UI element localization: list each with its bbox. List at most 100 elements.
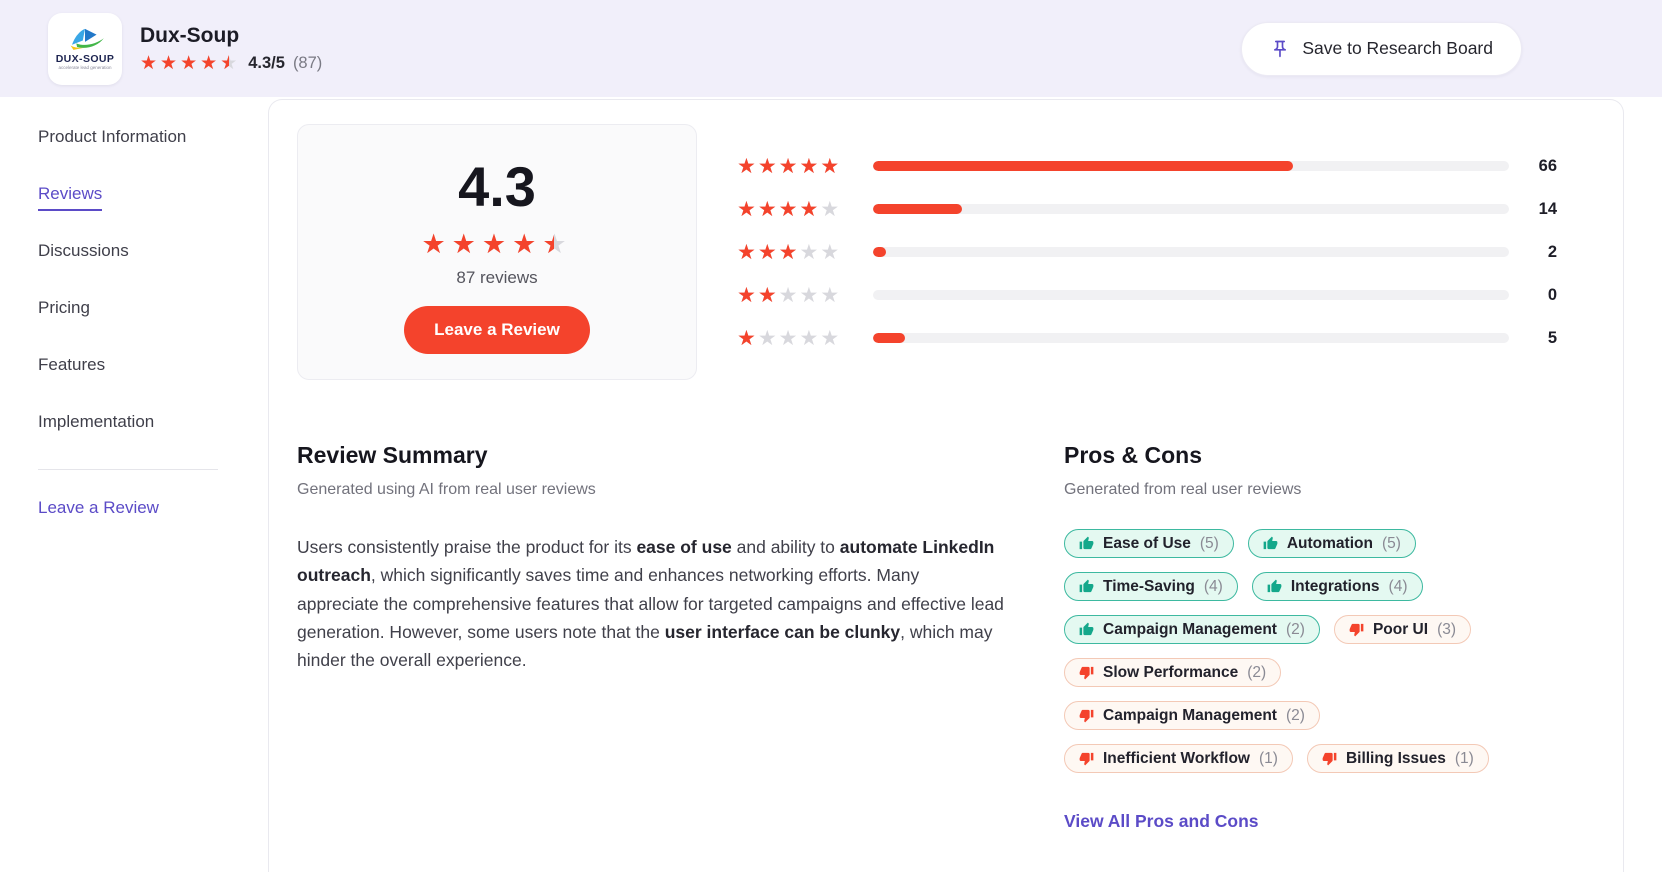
review-summary-text: Users consistently praise the product fo… bbox=[297, 537, 1004, 671]
dux-soup-bird-icon bbox=[70, 28, 104, 50]
tag-count: (4) bbox=[1203, 577, 1223, 595]
save-to-research-board-button[interactable]: Save to Research Board bbox=[1241, 21, 1522, 76]
pros-cons-subtitle: Generated from real user reviews bbox=[1064, 481, 1302, 498]
tag-label: Slow Performance bbox=[1103, 663, 1239, 681]
con-tag-campaign-management[interactable]: Campaign Management (2) bbox=[1064, 701, 1320, 730]
rating-distribution: ★★★★★★★★★★66★★★★★★★★★★14★★★★★★★★★★2★★★★★… bbox=[737, 153, 1595, 380]
star-icon: ★★ bbox=[451, 229, 476, 260]
thumb-up-icon bbox=[1263, 536, 1278, 550]
sidebar-nav: Product Information Reviews Discussions Pri… bbox=[0, 97, 256, 872]
tag-count: (2) bbox=[1285, 706, 1305, 724]
sidebar-item-pricing[interactable]: Pricing bbox=[38, 298, 90, 317]
distribution-stars: ★★★★★★★★★★ bbox=[737, 239, 861, 264]
star-icon: ★★ bbox=[757, 239, 777, 264]
pros-cons-title: Pros & Cons bbox=[1064, 442, 1203, 468]
distribution-bar-track bbox=[873, 204, 1509, 214]
star-icon: ★★ bbox=[140, 52, 158, 74]
distribution-bar-fill bbox=[873, 247, 886, 257]
header-info: Dux-Soup ★★★★★★★★★★ 4.3/5 (87) bbox=[140, 24, 322, 73]
tag-row: Campaign Management (2) bbox=[1064, 701, 1595, 730]
distribution-bar-track bbox=[873, 333, 1509, 343]
distribution-stars: ★★★★★★★★★★ bbox=[737, 325, 861, 350]
star-icon: ★★ bbox=[757, 153, 777, 178]
product-logo: DUX-SOUP accelerate lead generation bbox=[48, 12, 122, 85]
star-icon: ★★ bbox=[799, 282, 819, 307]
distribution-stars: ★★★★★★★★★★ bbox=[737, 196, 861, 221]
star-icon: ★★ bbox=[757, 325, 777, 350]
thumb-down-icon bbox=[1349, 623, 1364, 637]
rating-overview-section: 4.3 ★★★★★★★★★★ 87 reviews Leave a Review… bbox=[297, 124, 1595, 380]
thumb-down-icon bbox=[1079, 709, 1094, 723]
star-icon: ★★ bbox=[778, 239, 798, 264]
star-icon: ★★ bbox=[737, 239, 756, 264]
tag-label: Poor UI bbox=[1372, 620, 1429, 638]
header-rating: ★★★★★★★★★★ 4.3/5 (87) bbox=[140, 54, 322, 73]
star-icon: ★★ bbox=[778, 153, 798, 178]
tag-label: Inefficient Workflow bbox=[1103, 749, 1250, 767]
sidebar-item-features[interactable]: Features bbox=[38, 355, 106, 374]
star-icon: ★★ bbox=[220, 52, 238, 74]
con-tag-billing-issues[interactable]: Billing Issues (1) bbox=[1306, 744, 1489, 773]
logo-tagline: accelerate lead generation bbox=[58, 65, 112, 70]
sidebar-divider bbox=[38, 469, 218, 470]
sidebar-item-discussions[interactable]: Discussions bbox=[38, 241, 129, 260]
tag-label: Time-Saving bbox=[1103, 577, 1195, 595]
star-icon: ★★ bbox=[799, 153, 819, 178]
tag-label: Integrations bbox=[1290, 577, 1380, 595]
distribution-stars: ★★★★★★★★★★ bbox=[737, 153, 861, 178]
review-summary-subtitle: Generated using AI from real user review… bbox=[297, 481, 596, 498]
star-icon: ★★ bbox=[820, 196, 840, 221]
tag-count: (2) bbox=[1247, 663, 1267, 681]
star-icon: ★★ bbox=[820, 282, 840, 307]
distribution-count: 66 bbox=[1538, 156, 1557, 175]
star-icon: ★★ bbox=[737, 282, 756, 307]
tag-row: Slow Performance (2) bbox=[1064, 658, 1595, 687]
sidebar-items: Product Information Reviews Discussions Pri… bbox=[38, 127, 256, 432]
con-tag-slow-performance[interactable]: Slow Performance (2) bbox=[1064, 658, 1282, 687]
tag-label: Campaign Management bbox=[1103, 620, 1277, 638]
distribution-row-3-star: ★★★★★★★★★★2 bbox=[737, 239, 1557, 264]
rating-review-count: (87) bbox=[292, 54, 323, 72]
tag-count: (3) bbox=[1437, 620, 1457, 638]
tag-label: Ease of Use bbox=[1103, 534, 1191, 552]
tag-count: (5) bbox=[1381, 534, 1401, 552]
pro-tag-integrations[interactable]: Integrations (4) bbox=[1251, 572, 1423, 601]
star-icon: ★★ bbox=[160, 52, 178, 74]
thumb-down-icon bbox=[1079, 752, 1094, 766]
tag-label: Campaign Management bbox=[1103, 706, 1277, 724]
con-tag-inefficient-workflow[interactable]: Inefficient Workflow (1) bbox=[1064, 744, 1293, 773]
details-section: Review Summary Generated using AI from r… bbox=[297, 442, 1595, 832]
review-count-label: 87 reviews bbox=[456, 268, 538, 287]
distribution-bar-fill bbox=[873, 161, 1293, 171]
thumb-up-icon bbox=[1079, 536, 1094, 550]
star-icon: ★★ bbox=[512, 229, 537, 260]
pro-tag-campaign-management[interactable]: Campaign Management (2) bbox=[1064, 615, 1320, 644]
tag-row: Time-Saving (4) Integrations (4) bbox=[1064, 572, 1595, 601]
leave-review-button[interactable]: Leave a Review bbox=[404, 306, 590, 354]
review-summary-title: Review Summary bbox=[297, 442, 488, 468]
tag-count: (1) bbox=[1258, 749, 1278, 767]
body-row: Product Information Reviews Discussions Pri… bbox=[0, 97, 1662, 872]
thumb-down-icon bbox=[1322, 752, 1337, 766]
sidebar-leave-review-link[interactable]: Leave a Review bbox=[38, 498, 159, 517]
pro-tag-time-saving[interactable]: Time-Saving (4) bbox=[1064, 572, 1238, 601]
sidebar-item-product-information[interactable]: Product Information bbox=[38, 127, 187, 146]
distribution-bar-track bbox=[873, 161, 1509, 171]
view-all-pros-cons-link[interactable]: View All Pros and Cons bbox=[1064, 811, 1259, 831]
pros-cons-tags: Ease of Use (5) Automation (5) Time-Saving (4… bbox=[1064, 529, 1595, 773]
pro-tag-ease-of-use[interactable]: Ease of Use (5) bbox=[1064, 529, 1234, 558]
sidebar-item-reviews[interactable]: Reviews bbox=[38, 184, 103, 211]
distribution-bar-track bbox=[873, 290, 1509, 300]
main-content-card: 4.3 ★★★★★★★★★★ 87 reviews Leave a Review… bbox=[268, 99, 1624, 872]
pro-tag-automation[interactable]: Automation (5) bbox=[1247, 529, 1416, 558]
star-icon: ★★ bbox=[737, 153, 756, 178]
con-tag-poor-ui[interactable]: Poor UI (3) bbox=[1333, 615, 1472, 644]
star-icon: ★★ bbox=[421, 229, 446, 260]
average-rating-value: 4.3 bbox=[458, 155, 536, 218]
rating-summary-card: 4.3 ★★★★★★★★★★ 87 reviews Leave a Review bbox=[297, 124, 697, 380]
average-star-rating: ★★★★★★★★★★ bbox=[421, 231, 572, 258]
star-icon: ★★ bbox=[757, 282, 777, 307]
sidebar-item-implementation[interactable]: Implementation bbox=[38, 412, 155, 431]
tag-count: (2) bbox=[1285, 620, 1305, 638]
distribution-count: 5 bbox=[1547, 328, 1557, 347]
